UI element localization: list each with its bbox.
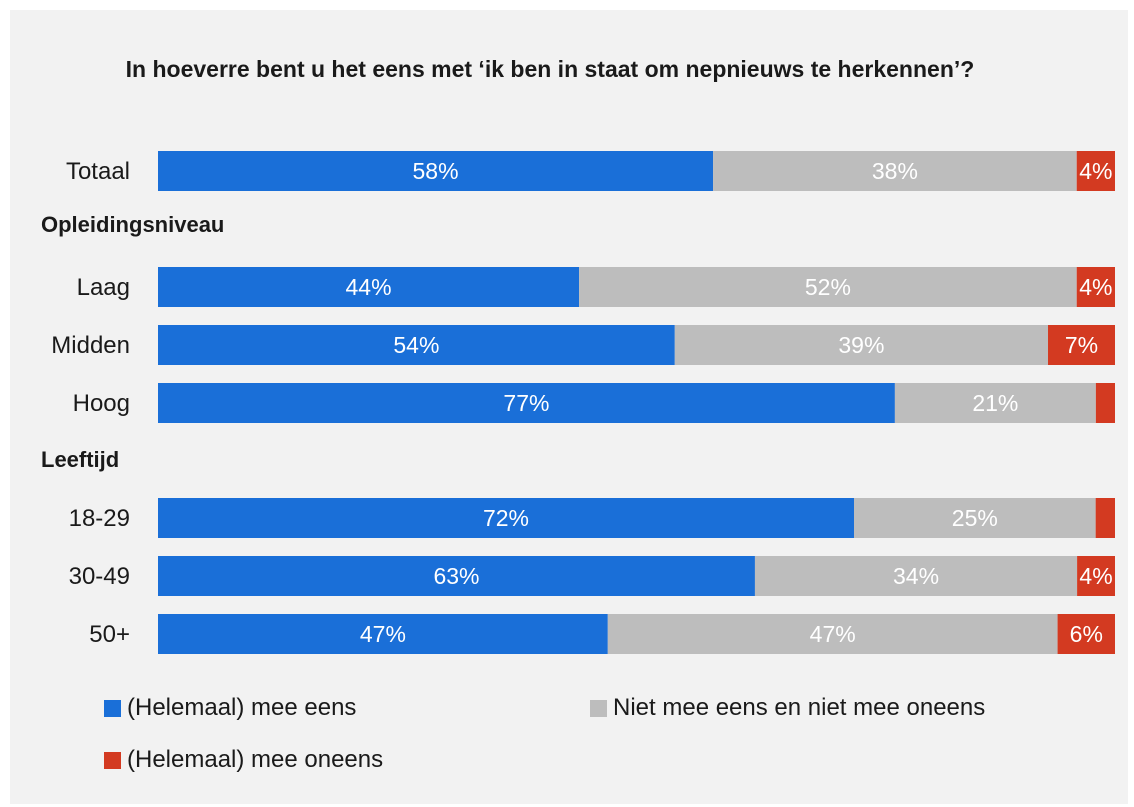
data-label: 4% bbox=[1079, 563, 1112, 589]
category-label: Midden bbox=[51, 332, 130, 359]
category-label: 18-29 bbox=[69, 505, 130, 532]
data-label: 38% bbox=[872, 158, 918, 184]
legend-label: Niet mee eens en niet mee oneens bbox=[613, 694, 986, 721]
data-label: 72% bbox=[483, 505, 529, 531]
bar-segment-s2-r3 bbox=[1095, 383, 1115, 423]
data-label: 52% bbox=[805, 274, 851, 300]
category-label: 30-49 bbox=[69, 563, 130, 590]
bar-segment-s0-r4 bbox=[158, 498, 854, 538]
bar-segment-s2-r0 bbox=[1076, 151, 1115, 191]
bar-segment-s1-r0 bbox=[713, 151, 1077, 191]
bar-segment-s2-r2 bbox=[1048, 325, 1115, 365]
legend-item-2: (Helemaal) mee oneens bbox=[104, 746, 383, 774]
data-label: 6% bbox=[1070, 621, 1103, 647]
bar-segment-s1-r3 bbox=[894, 383, 1096, 423]
data-label: 63% bbox=[433, 563, 479, 589]
chart-title: In hoeverre bent u het eens met ‘ik ben … bbox=[125, 56, 975, 82]
data-label: 58% bbox=[413, 158, 459, 184]
bar-segment-s1-r4 bbox=[854, 498, 1096, 538]
data-label: 7% bbox=[1065, 332, 1098, 358]
legend-label: (Helemaal) mee oneens bbox=[127, 746, 384, 773]
category-label: Laag bbox=[77, 274, 130, 301]
bar-segment-s0-r0 bbox=[158, 151, 714, 191]
legend-label: (Helemaal) mee eens bbox=[127, 694, 357, 721]
data-label: 54% bbox=[393, 332, 439, 358]
data-label: 77% bbox=[503, 390, 549, 416]
bar-segment-s2-r6 bbox=[1057, 614, 1115, 654]
category-label: Hoog bbox=[73, 390, 130, 417]
data-label: 34% bbox=[893, 563, 939, 589]
group-label-0: Opleidingsniveau bbox=[41, 212, 224, 237]
legend-item-0: (Helemaal) mee eens bbox=[104, 694, 356, 722]
data-label: 39% bbox=[838, 332, 884, 358]
bar-segment-s1-r5 bbox=[754, 556, 1078, 596]
bar-segment-s0-r1 bbox=[158, 267, 580, 307]
data-label: 47% bbox=[810, 621, 856, 647]
data-label: 44% bbox=[346, 274, 392, 300]
category-label: 50+ bbox=[89, 621, 130, 648]
data-label: 4% bbox=[1079, 274, 1112, 300]
bar-segment-s2-r4 bbox=[1095, 498, 1115, 538]
bar-segment-s0-r5 bbox=[158, 556, 755, 596]
bar-segment-s1-r1 bbox=[579, 267, 1077, 307]
legend-swatch bbox=[104, 699, 121, 717]
bar-segment-s2-r1 bbox=[1076, 267, 1115, 307]
legend-swatch bbox=[590, 699, 607, 717]
bar-segment-s0-r2 bbox=[158, 325, 675, 365]
data-label: 25% bbox=[952, 505, 998, 531]
data-label: 47% bbox=[360, 621, 406, 647]
legend-swatch bbox=[104, 751, 121, 769]
bar-segment-s0-r3 bbox=[158, 383, 895, 423]
bar-segment-s1-r6 bbox=[607, 614, 1058, 654]
legend-item-1: Niet mee eens en niet mee oneens bbox=[590, 694, 985, 722]
bar-segment-s1-r2 bbox=[674, 325, 1049, 365]
bar-segment-s0-r6 bbox=[158, 614, 608, 654]
bar-segment-s2-r5 bbox=[1077, 556, 1115, 596]
data-label: 21% bbox=[972, 390, 1018, 416]
data-label: 4% bbox=[1079, 158, 1112, 184]
group-label-1: Leeftijd bbox=[41, 447, 119, 472]
category-label: Totaal bbox=[66, 158, 130, 185]
